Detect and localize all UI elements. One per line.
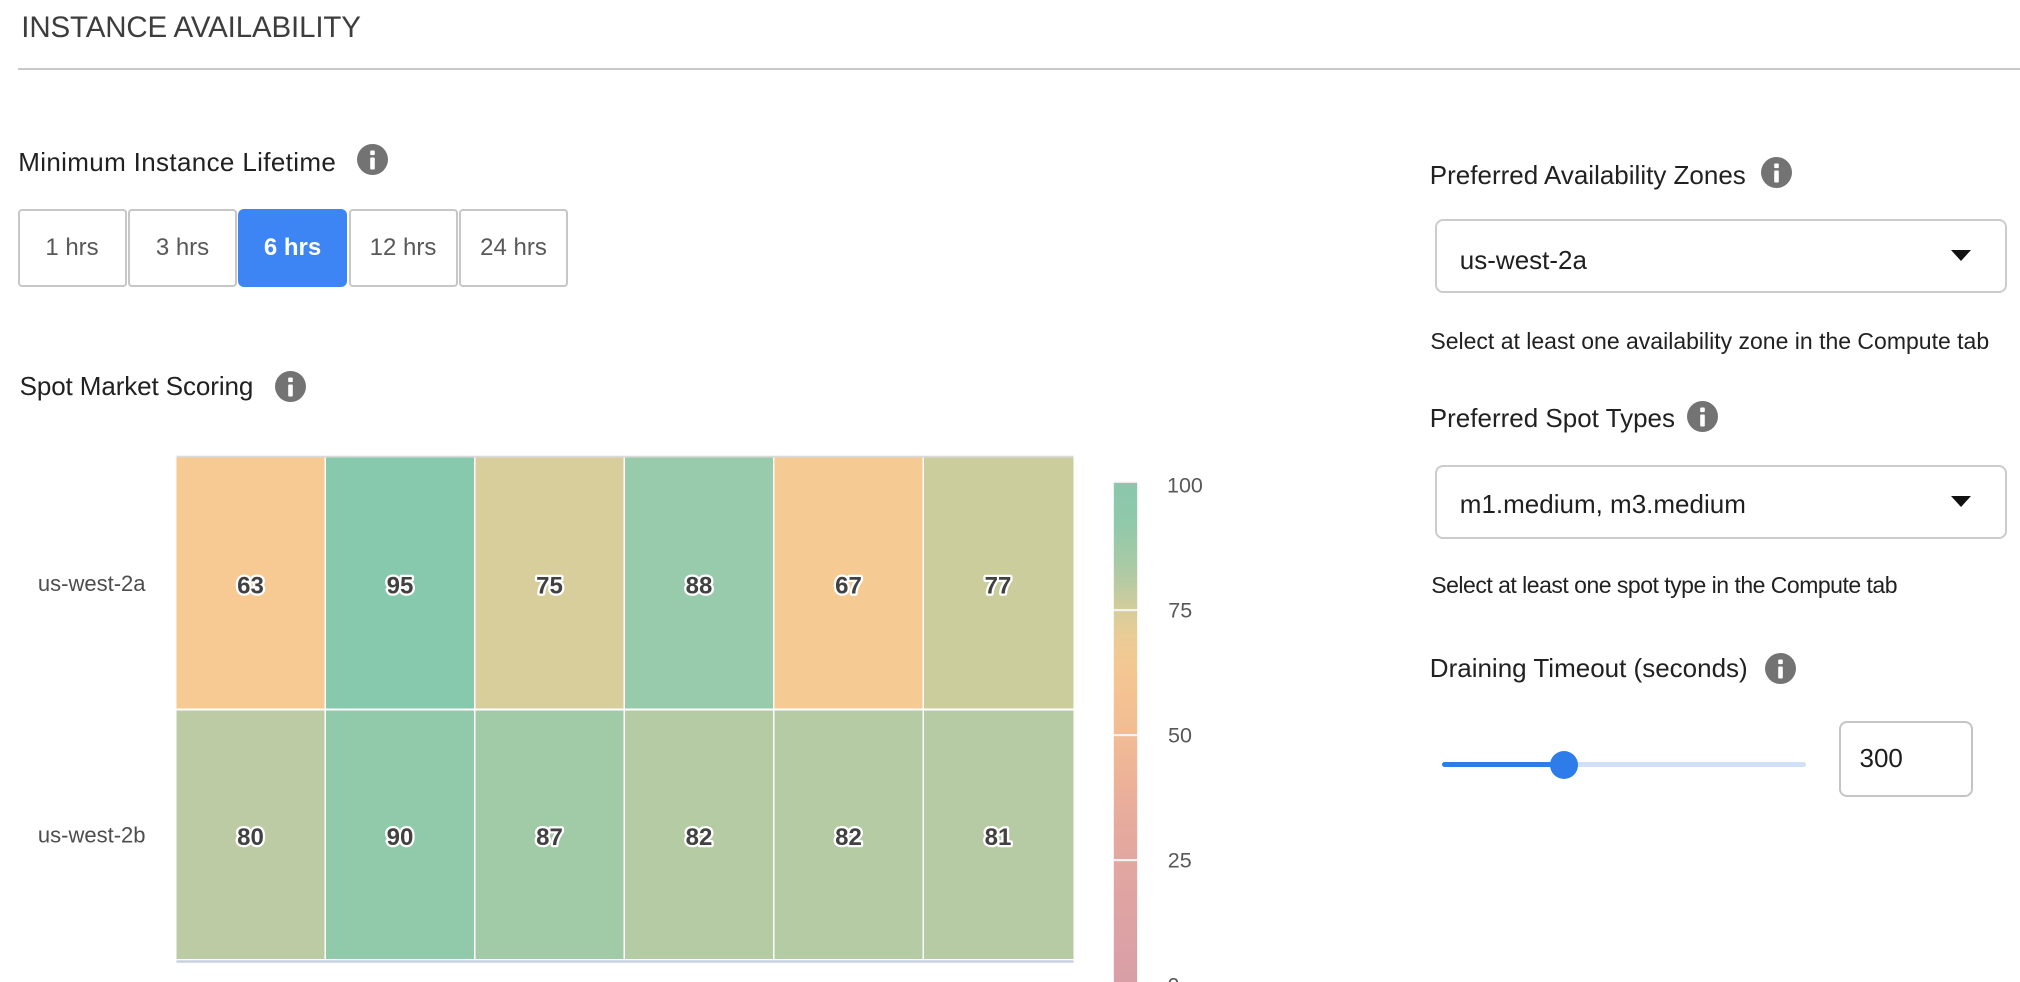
svg-text:us-west-2a: us-west-2a [38, 571, 146, 596]
svg-text:50: 50 [1168, 723, 1192, 747]
svg-text:82: 82 [686, 824, 713, 851]
svg-text:95: 95 [387, 572, 414, 599]
svg-text:80: 80 [237, 824, 264, 851]
svg-text:81: 81 [985, 824, 1012, 851]
svg-text:87: 87 [536, 824, 563, 851]
svg-text:25: 25 [1168, 848, 1192, 872]
svg-text:100: 100 [1167, 473, 1203, 497]
svg-text:88: 88 [686, 572, 713, 599]
svg-text:90: 90 [387, 824, 414, 851]
svg-text:67: 67 [835, 572, 862, 599]
svg-text:82: 82 [835, 824, 862, 851]
svg-text:77: 77 [985, 572, 1012, 599]
svg-text:75: 75 [536, 572, 563, 599]
svg-text:75: 75 [1168, 598, 1192, 622]
svg-text:0: 0 [1168, 973, 1180, 982]
svg-text:us-west-2b: us-west-2b [38, 822, 146, 847]
svg-text:63: 63 [237, 572, 264, 599]
